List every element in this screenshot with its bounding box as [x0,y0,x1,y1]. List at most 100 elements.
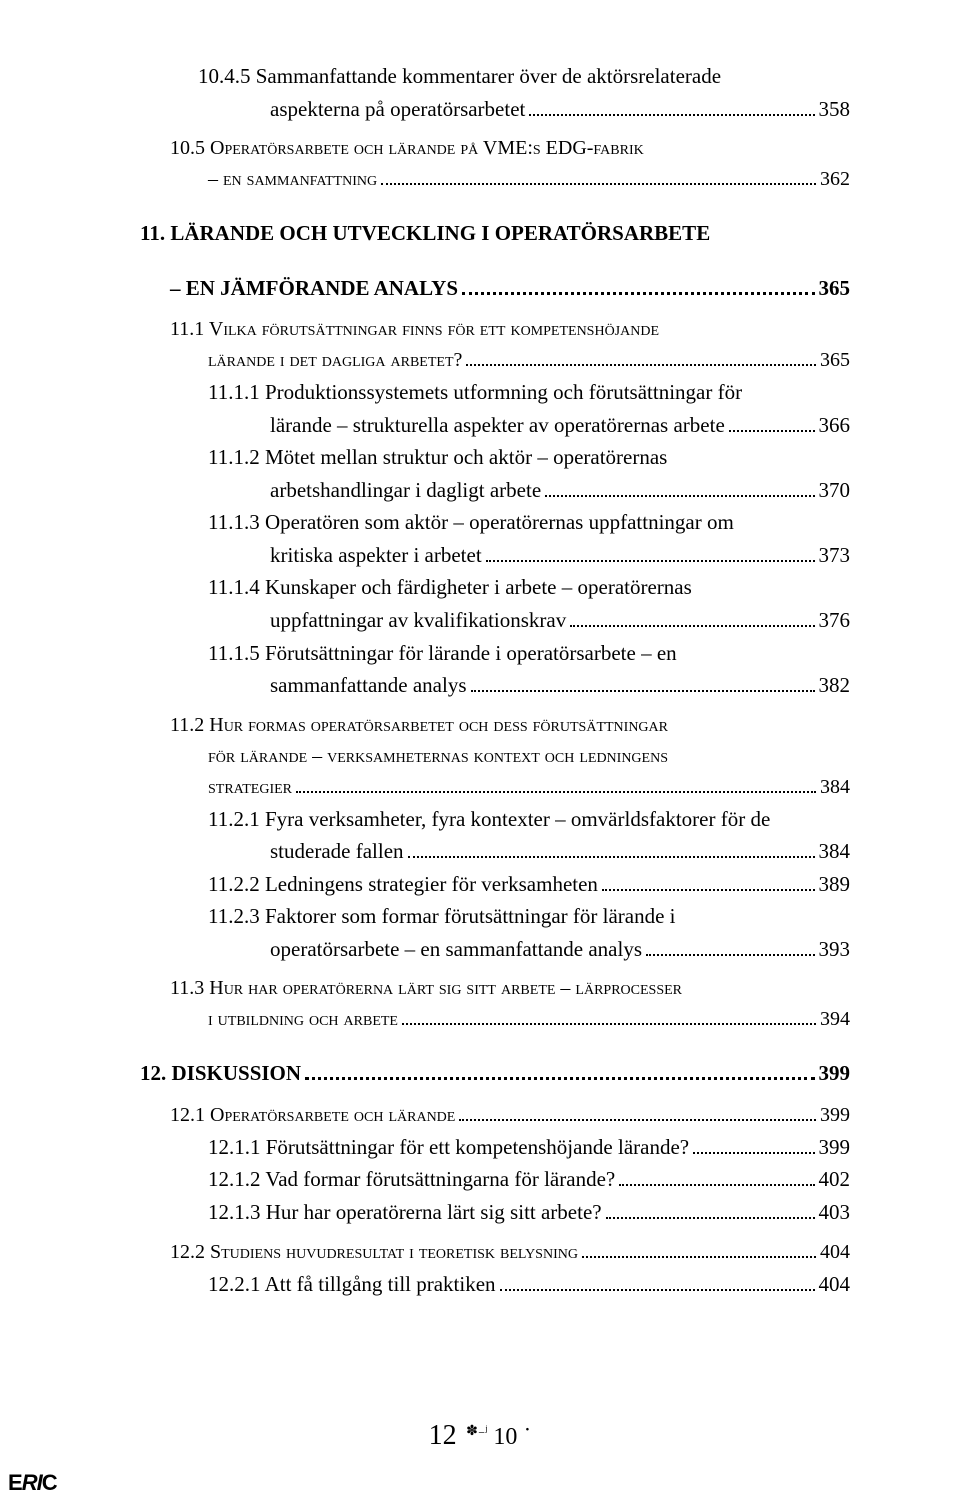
toc-line: 11.2 Hur formas operatörsarbetet och des… [140,710,850,741]
toc-line-tail: 12.1 Operatörsarbete och lärande 399 [140,1100,850,1131]
toc-text: – en sammanfattning [208,164,377,195]
toc-text: 11. LÄRANDE OCH UTVECKLING I OPERATÖRSAR… [140,217,710,250]
toc-page-number: 358 [819,93,851,126]
toc-text: 11.2 Hur formas operatörsarbetet och des… [170,710,668,741]
toc-text: sammanfattande analys [270,669,467,702]
toc-page-number: 393 [819,933,851,966]
toc-line-tail: sammanfattande analys 382 [140,669,850,702]
toc-text: uppfattningar av kvalifikationskrav [270,604,566,637]
dot-leader [381,165,816,185]
toc-page-number: 365 [819,272,851,305]
toc-page-number: 362 [820,164,850,195]
toc-page-number: 384 [820,772,850,803]
toc-text: 12.1.1 Förutsättningar för ett kompetens… [208,1131,689,1164]
dot-leader [408,837,815,858]
dot-leader [466,346,816,366]
toc-text: 11.1.1 Produktionssystemets utformning o… [208,376,742,409]
toc-line: 10.4.5 Sammanfattande kommentarer över d… [140,60,850,93]
toc-line: 11.1.3 Operatören som aktör – operatörer… [140,506,850,539]
dot-leader [602,870,815,891]
toc-line-tail: 12. DISKUSSION 399 [140,1057,850,1090]
toc-line: för lärande – verksamheternas kontext oc… [140,741,850,772]
toc-line-tail: – EN JÄMFÖRANDE ANALYS 365 [140,272,850,305]
footer-right-number: 10 [493,1424,517,1450]
toc-line: 11.1 Vilka förutsättningar finns för ett… [140,314,850,345]
toc-line-tail: i utbildning och arbete 394 [140,1004,850,1035]
toc-line-tail: studerade fallen384 [140,835,850,868]
toc-line-tail: operatörsarbete – en sammanfattande anal… [140,933,850,966]
toc-line-tail: strategier 384 [140,772,850,803]
dot-leader [582,1238,816,1258]
toc-line-tail: 12.1.3 Hur har operatörerna lärt sig sit… [140,1196,850,1229]
toc-text: – EN JÄMFÖRANDE ANALYS [170,272,458,305]
toc-line-tail: 12.2 Studiens huvudresultat i teoretisk … [140,1237,850,1268]
toc-page-number: 376 [819,604,851,637]
toc-text: 12.2 Studiens huvudresultat i teoretisk … [170,1237,578,1268]
footer-deco: ✽₋ʲ [463,1424,488,1439]
toc-text: 10.4.5 Sammanfattande kommentarer över d… [198,60,721,93]
dot-leader [570,606,814,627]
dot-leader [646,935,814,956]
toc-line-tail: 12.1.2 Vad formar förutsättningarna för … [140,1163,850,1196]
toc-line-tail: lärande i det dagliga arbetet?365 [140,345,850,376]
toc-line-tail: 12.2.1 Att få tillgång till praktiken 404 [140,1268,850,1301]
dot-leader [402,1005,816,1025]
dot-leader [462,273,814,295]
toc-page-number: 373 [819,539,851,572]
toc-text: 12.2.1 Att få tillgång till praktiken [208,1268,496,1301]
dot-leader [729,411,815,432]
toc-page-number: 404 [820,1237,850,1268]
toc-text: strategier [208,772,292,803]
dot-leader [305,1059,814,1081]
toc-line-tail: 11.2.2 Ledningens strategier för verksam… [140,868,850,901]
eric-watermark: ERIC [8,1470,57,1496]
toc-text: aspekterna på operatörsarbetet [270,93,525,126]
toc-text: 12.1.2 Vad formar förutsättningarna för … [208,1163,615,1196]
toc-line: 11. LÄRANDE OCH UTVECKLING I OPERATÖRSAR… [140,217,850,250]
toc-text: 11.1 Vilka förutsättningar finns för ett… [170,314,659,345]
toc-line-tail: aspekterna på operatörsarbetet 358 [140,93,850,126]
toc-page-number: 399 [820,1100,850,1131]
toc-line: 11.3 Hur har operatörerna lärt sig sitt … [140,973,850,1004]
toc-page-number: 365 [820,345,850,376]
toc-page-number: 394 [820,1004,850,1035]
dot-leader [606,1198,815,1219]
toc-text: för lärande – verksamheternas kontext oc… [208,741,668,772]
toc-page-number: 382 [819,669,851,702]
toc-text: 11.1.5 Förutsättningar för lärande i ope… [208,637,677,670]
dot-leader [471,671,815,692]
toc-text: i utbildning och arbete [208,1004,398,1035]
toc-line-tail: 12.1.1 Förutsättningar för ett kompetens… [140,1131,850,1164]
toc-line-tail: – en sammanfattning 362 [140,164,850,195]
toc-page-number: 404 [819,1268,851,1301]
toc-page: 10.4.5 Sammanfattande kommentarer över d… [0,0,960,1340]
toc-line-tail: 10.5 Operatörsarbete och lärande på VME:… [140,133,850,164]
toc-text: 12. DISKUSSION [140,1057,301,1090]
toc-page-number: 370 [819,474,851,507]
toc-page-number: 403 [819,1196,851,1229]
toc-page-number: 399 [819,1131,851,1164]
toc-line-tail: kritiska aspekter i arbetet373 [140,539,850,572]
toc-text: 12.1.3 Hur har operatörerna lärt sig sit… [208,1196,602,1229]
toc-page-number: 399 [819,1057,851,1090]
toc-line: 11.1.2 Mötet mellan struktur och aktör –… [140,441,850,474]
toc-text: 11.3 Hur har operatörerna lärt sig sitt … [170,973,682,1004]
dot-leader [545,476,814,497]
toc-text: 11.2.2 Ledningens strategier för verksam… [208,868,598,901]
dot-leader [500,1270,815,1291]
toc-line-tail: lärande – strukturella aspekter av opera… [140,409,850,442]
toc-text: 11.1.4 Kunskaper och färdigheter i arbet… [208,571,692,604]
toc-text: 10.5 Operatörsarbete och lärande på VME:… [170,133,644,164]
toc-page-number: 366 [819,409,851,442]
toc-text: arbetshandlingar i dagligt arbete [270,474,541,507]
footer-tail: ˙ [523,1424,531,1450]
toc-text: 12.1 Operatörsarbete och lärande [170,1100,455,1131]
toc-line: 11.2.1 Fyra verksamheter, fyra kontexter… [140,803,850,836]
toc-text: 11.1.3 Operatören som aktör – operatörer… [208,506,734,539]
toc-page-number: 384 [819,835,851,868]
toc-line-tail: arbetshandlingar i dagligt arbete 370 [140,474,850,507]
dot-leader [486,541,815,562]
toc-text: 11.2.3 Faktorer som formar förutsättning… [208,900,676,933]
footer-left-number: 12 [429,1420,457,1451]
toc-page-number: 389 [819,868,851,901]
